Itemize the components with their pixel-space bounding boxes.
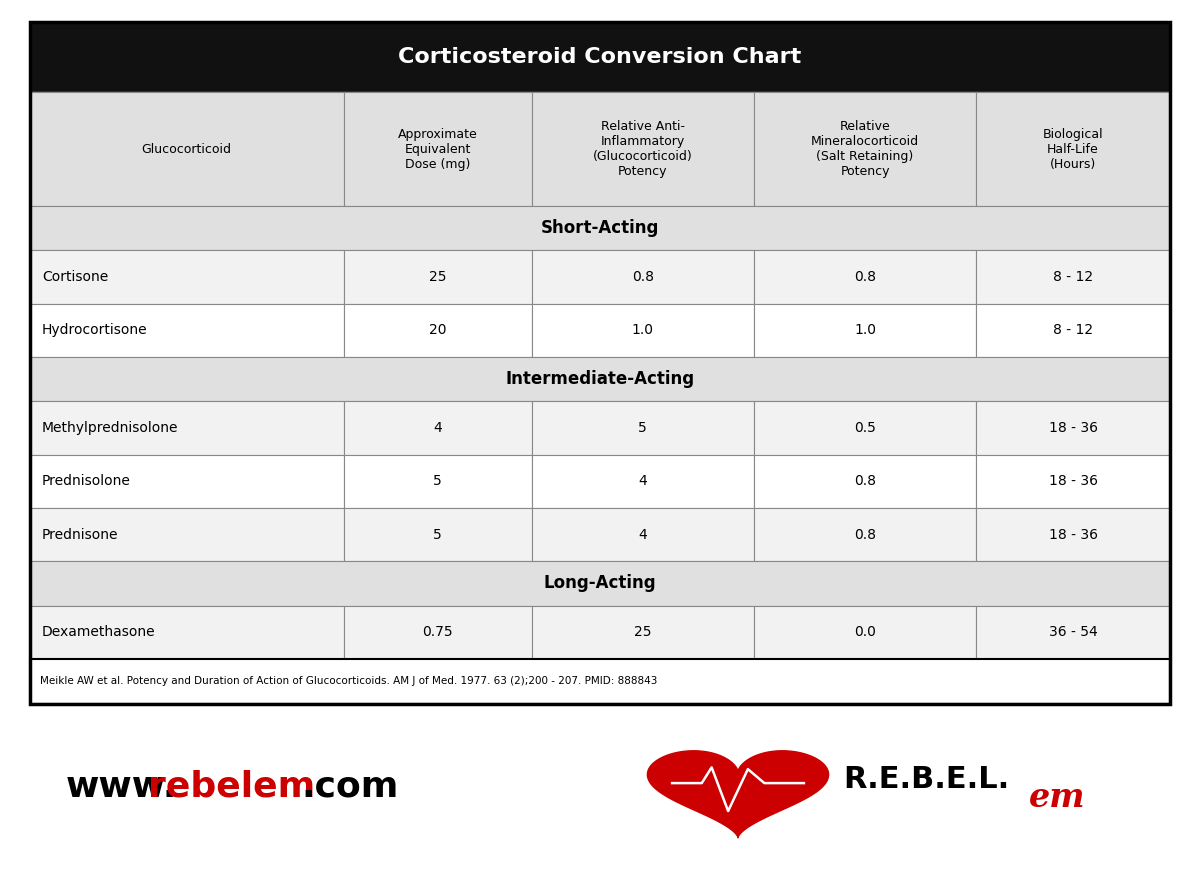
Bar xyxy=(30,93,343,205)
Text: 1.0: 1.0 xyxy=(631,323,654,337)
Bar xyxy=(343,508,532,561)
Bar xyxy=(30,303,343,357)
Text: 18 - 36: 18 - 36 xyxy=(1049,421,1098,435)
Bar xyxy=(754,303,977,357)
Bar xyxy=(30,250,343,303)
Text: Methylprednisolone: Methylprednisolone xyxy=(42,421,179,435)
Bar xyxy=(977,93,1170,205)
Text: 20: 20 xyxy=(428,323,446,337)
Text: Intermediate-Acting: Intermediate-Acting xyxy=(505,371,695,388)
Bar xyxy=(532,93,754,205)
Bar xyxy=(977,606,1170,659)
Bar xyxy=(532,508,754,561)
Text: Biological
Half-Life
(Hours): Biological Half-Life (Hours) xyxy=(1043,128,1104,170)
Text: 0.8: 0.8 xyxy=(854,528,876,542)
Bar xyxy=(30,401,343,454)
Text: Relative Anti-
Inflammatory
(Glucocorticoid)
Potency: Relative Anti- Inflammatory (Glucocortic… xyxy=(593,120,692,178)
Bar xyxy=(532,303,754,357)
Bar xyxy=(532,606,754,659)
Text: Prednisone: Prednisone xyxy=(42,528,119,542)
Bar xyxy=(343,250,532,303)
Text: 25: 25 xyxy=(428,270,446,284)
Bar xyxy=(532,454,754,508)
Bar xyxy=(977,303,1170,357)
Text: 0.8: 0.8 xyxy=(854,270,876,284)
Polygon shape xyxy=(647,751,829,837)
Text: 4: 4 xyxy=(638,475,647,489)
Text: 0.5: 0.5 xyxy=(854,421,876,435)
Text: Relative
Mineralocorticoid
(Salt Retaining)
Potency: Relative Mineralocorticoid (Salt Retaini… xyxy=(811,120,919,178)
Text: 5: 5 xyxy=(433,528,442,542)
Text: 4: 4 xyxy=(638,528,647,542)
Text: 1.0: 1.0 xyxy=(854,323,876,337)
Bar xyxy=(30,561,1170,606)
Bar xyxy=(30,22,1170,704)
Bar xyxy=(977,401,1170,454)
Bar xyxy=(30,454,343,508)
Text: Approximate
Equivalent
Dose (mg): Approximate Equivalent Dose (mg) xyxy=(397,128,478,170)
Bar xyxy=(343,401,532,454)
Text: 0.8: 0.8 xyxy=(854,475,876,489)
Text: .com: .com xyxy=(301,770,398,803)
Text: 18 - 36: 18 - 36 xyxy=(1049,528,1098,542)
Text: Cortisone: Cortisone xyxy=(42,270,108,284)
Bar xyxy=(30,508,343,561)
Text: Corticosteroid Conversion Chart: Corticosteroid Conversion Chart xyxy=(398,47,802,67)
Bar xyxy=(754,250,977,303)
Bar xyxy=(754,508,977,561)
Text: 25: 25 xyxy=(634,625,652,640)
Text: Meikle AW et al. Potency and Duration of Action of Glucocorticoids. AM J of Med.: Meikle AW et al. Potency and Duration of… xyxy=(40,676,656,686)
Bar xyxy=(30,357,1170,401)
Text: 0.8: 0.8 xyxy=(631,270,654,284)
Bar xyxy=(977,454,1170,508)
Text: R.E.B.E.L.: R.E.B.E.L. xyxy=(844,765,1009,794)
Text: em: em xyxy=(1030,780,1086,814)
Text: 18 - 36: 18 - 36 xyxy=(1049,475,1098,489)
Bar xyxy=(532,401,754,454)
Text: Dexamethasone: Dexamethasone xyxy=(42,625,156,640)
Text: rebelem: rebelem xyxy=(148,770,314,803)
Bar xyxy=(754,606,977,659)
Text: 36 - 54: 36 - 54 xyxy=(1049,625,1098,640)
Text: 0.0: 0.0 xyxy=(854,625,876,640)
Bar xyxy=(532,250,754,303)
Bar xyxy=(30,606,343,659)
Text: Glucocorticoid: Glucocorticoid xyxy=(142,142,232,156)
Text: Short-Acting: Short-Acting xyxy=(541,219,659,237)
Bar xyxy=(343,93,532,205)
Text: 5: 5 xyxy=(433,475,442,489)
Bar xyxy=(30,659,1170,704)
Bar xyxy=(30,205,1170,250)
Text: Long-Acting: Long-Acting xyxy=(544,574,656,593)
Text: 4: 4 xyxy=(433,421,442,435)
Bar xyxy=(343,303,532,357)
Bar xyxy=(343,454,532,508)
Text: 8 - 12: 8 - 12 xyxy=(1054,323,1093,337)
Text: 0.75: 0.75 xyxy=(422,625,452,640)
Text: 8 - 12: 8 - 12 xyxy=(1054,270,1093,284)
Text: Prednisolone: Prednisolone xyxy=(42,475,131,489)
Bar xyxy=(977,250,1170,303)
Bar xyxy=(977,508,1170,561)
Bar xyxy=(343,606,532,659)
Text: www.: www. xyxy=(66,770,178,803)
Bar xyxy=(754,93,977,205)
Text: 5: 5 xyxy=(638,421,647,435)
Bar xyxy=(754,454,977,508)
Bar xyxy=(754,401,977,454)
Text: Hydrocortisone: Hydrocortisone xyxy=(42,323,148,337)
Bar xyxy=(30,22,1170,93)
